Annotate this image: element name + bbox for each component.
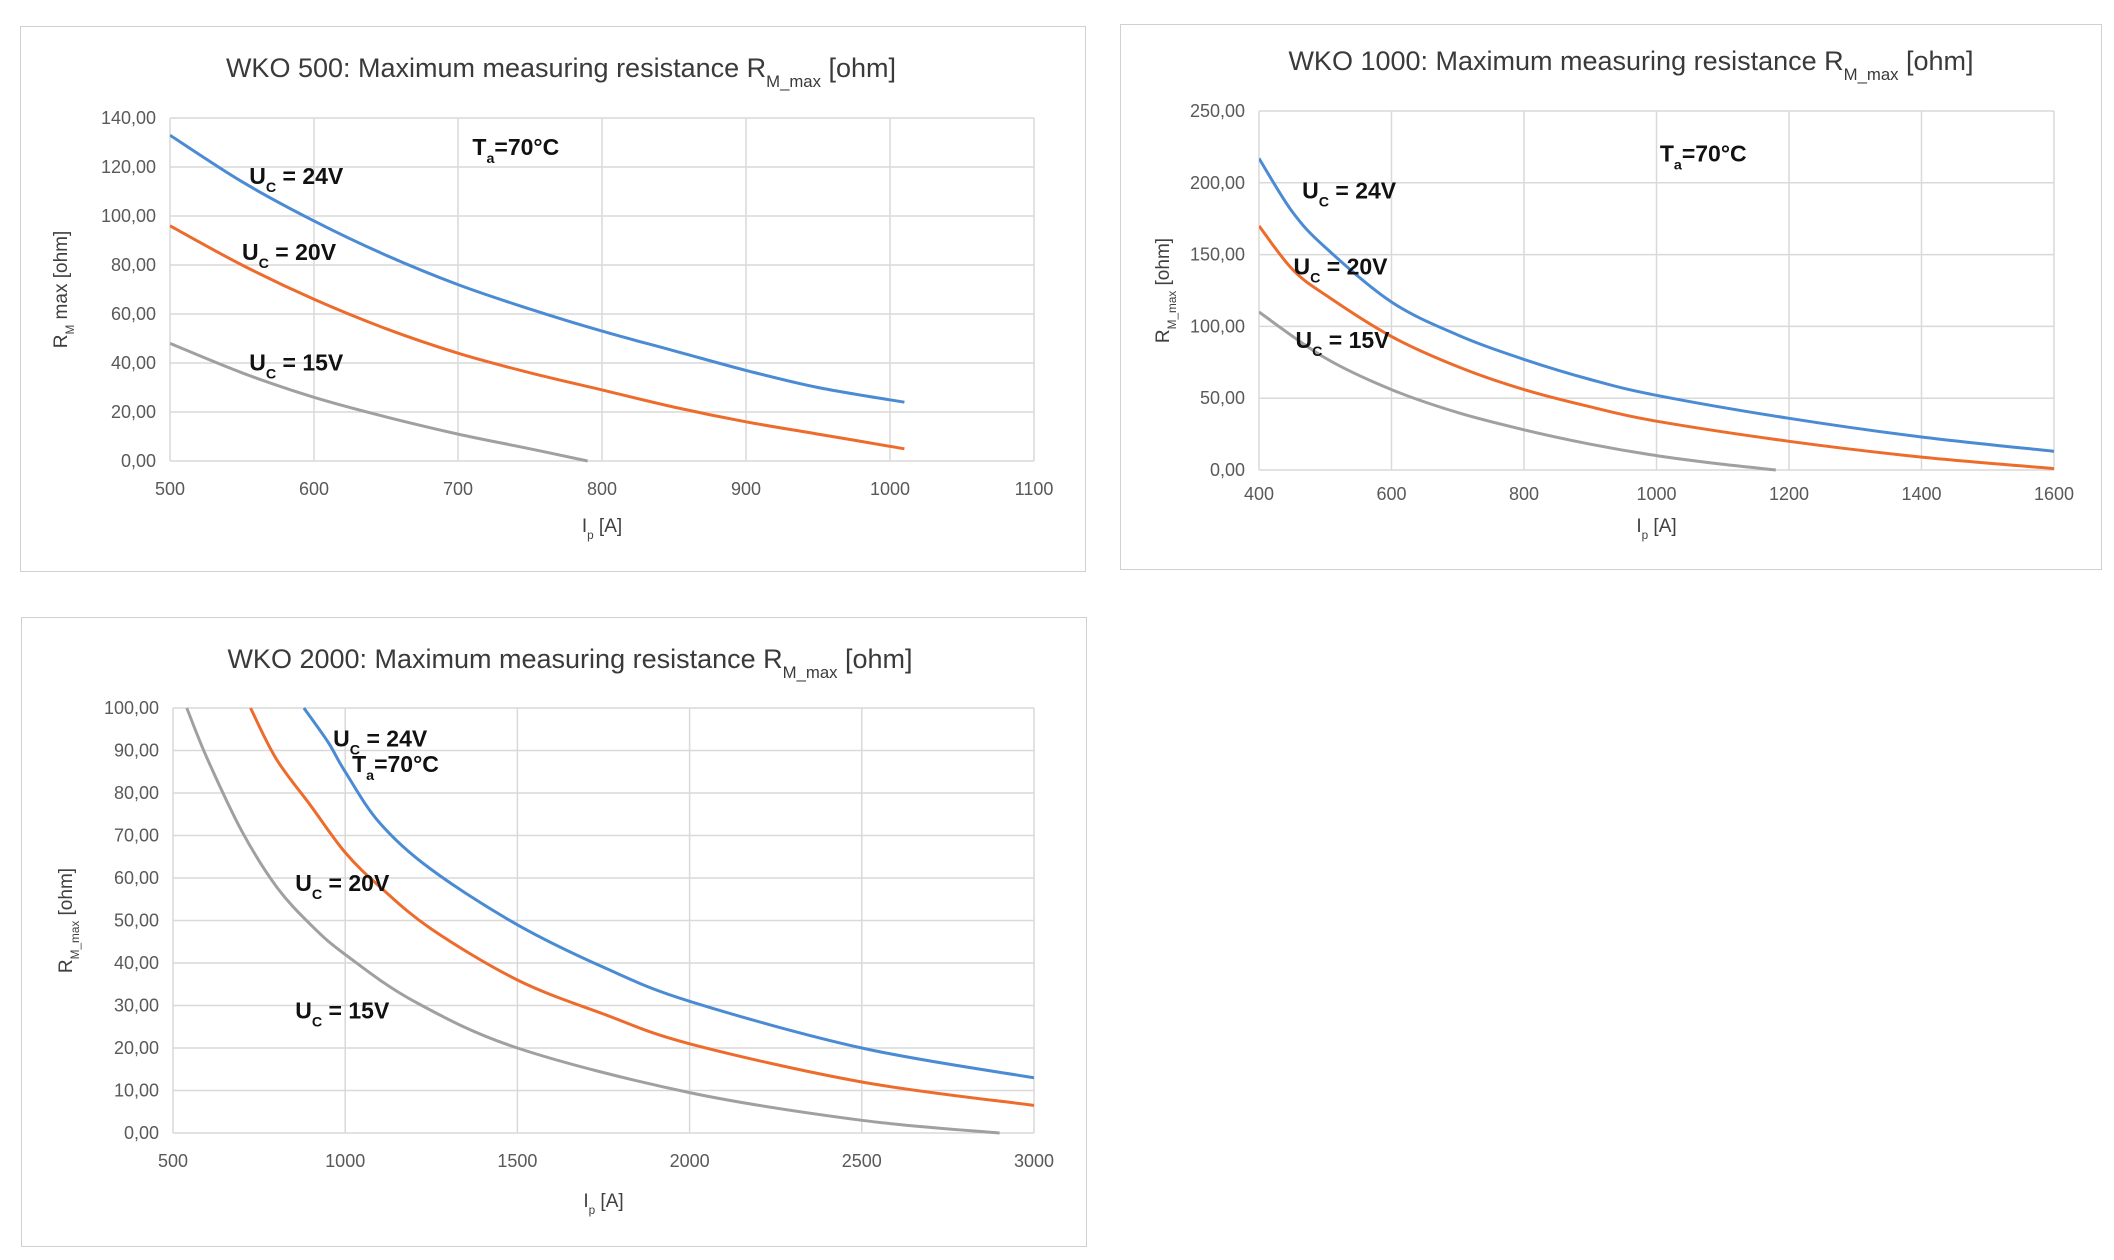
x-tick-label: 2000 <box>670 1151 710 1171</box>
chart-wko-500: 0,00 20,00 40,00 60,00 80,00 100,00 120,00 140,… <box>20 26 1086 572</box>
chart-title: WKO 2000: Maximum measuring resistance R… <box>227 644 912 682</box>
x-axis-title: Ip [A] <box>583 1191 623 1217</box>
annotation-label: UC = 15V <box>249 349 344 382</box>
y-tick-label: 120,00 <box>101 157 156 177</box>
x-axis-title: Ip [A] <box>582 516 622 542</box>
y-tick-label: 150,00 <box>1190 245 1245 265</box>
y-tick-label: 140,00 <box>101 108 156 128</box>
x-tick-label: 700 <box>443 479 473 499</box>
x-tick-label: 900 <box>731 479 761 499</box>
x-tick-label: 1600 <box>2034 484 2074 504</box>
y-tick-label: 100,00 <box>1190 316 1245 336</box>
series-line-blue <box>1259 157 2054 453</box>
y-axis-title: RM_max [ohm] <box>1153 238 1179 343</box>
annotation-label: Ta=70°C <box>1660 140 1747 173</box>
x-tick-label: 500 <box>158 1151 188 1171</box>
chart-wko-1000-svg: 0,00 50,00 100,00 150,00 200,00 250,00 400 600 8… <box>1153 46 2074 542</box>
y-tick-label: 250,00 <box>1190 101 1245 121</box>
y-tick-label: 60,00 <box>114 868 159 888</box>
series-line-orange <box>249 707 1034 1107</box>
y-tick-label: 0,00 <box>124 1123 159 1143</box>
x-tick-label: 1500 <box>497 1151 537 1171</box>
annotation-label: UC = 20V <box>1293 254 1388 287</box>
y-axis-title: RM max [ohm] <box>51 231 77 349</box>
y-tick-label: 50,00 <box>114 911 159 931</box>
y-tick-label: 10,00 <box>114 1081 159 1101</box>
chart-title: WKO 500: Maximum measuring resistance RM… <box>226 53 896 91</box>
y-tick-label: 60,00 <box>111 304 156 324</box>
annotation-label: UC = 15V <box>295 997 390 1030</box>
x-tick-label: 1200 <box>1769 484 1809 504</box>
y-tick-label: 0,00 <box>121 451 156 471</box>
chart-wko-2000-svg: 0,00 10,00 20,00 30,00 40,00 50,00 60,00 70,00 8… <box>56 644 1054 1217</box>
x-axis-title: Ip [A] <box>1636 516 1676 542</box>
series-line-gray <box>1259 310 1776 472</box>
y-tick-label: 100,00 <box>101 206 156 226</box>
chart-wko-1000: 0,00 50,00 100,00 150,00 200,00 250,00 400 600 8… <box>1120 24 2102 570</box>
annotation-label: Ta=70°C <box>472 134 559 167</box>
chart-wko-2000: 0,00 10,00 20,00 30,00 40,00 50,00 60,00 70,00 8… <box>21 617 1087 1247</box>
y-tick-label: 90,00 <box>114 741 159 761</box>
y-tick-label: 70,00 <box>114 826 159 846</box>
annotation-label: UC = 24V <box>249 163 344 196</box>
series-line-blue <box>170 133 905 404</box>
y-tick-label: 30,00 <box>114 996 159 1016</box>
series-line-gray <box>185 707 1000 1135</box>
y-tick-label: 80,00 <box>111 255 156 275</box>
y-tick-label: 40,00 <box>111 353 156 373</box>
y-tick-label: 40,00 <box>114 953 159 973</box>
x-tick-label: 1100 <box>1015 479 1054 499</box>
x-tick-label: 500 <box>155 479 185 499</box>
x-tick-label: 1400 <box>1901 484 1941 504</box>
annotation-label: Ta=70°C <box>352 751 439 784</box>
series-line-orange <box>1259 224 2054 471</box>
x-tick-label: 1000 <box>1636 484 1676 504</box>
x-tick-label: 1000 <box>325 1151 365 1171</box>
x-tick-label: 600 <box>299 479 329 499</box>
series-line-orange <box>170 224 905 451</box>
chart-title: WKO 1000: Maximum measuring resistance R… <box>1288 46 1973 84</box>
series-line-gray <box>170 342 588 463</box>
annotation-label: UC = 24V <box>1302 178 1397 211</box>
x-tick-label: 3000 <box>1014 1151 1054 1171</box>
y-tick-label: 20,00 <box>111 402 156 422</box>
annotation-label: UC = 20V <box>242 239 337 272</box>
y-tick-label: 100,00 <box>104 698 159 718</box>
x-tick-label: 400 <box>1244 484 1274 504</box>
annotation-label: UC = 20V <box>295 870 390 903</box>
x-tick-label: 1000 <box>870 479 910 499</box>
y-tick-label: 20,00 <box>114 1038 159 1058</box>
x-tick-label: 800 <box>1509 484 1539 504</box>
y-tick-label: 0,00 <box>1210 460 1245 480</box>
y-axis-title: RM_max [ohm] <box>56 868 82 973</box>
x-tick-label: 2500 <box>842 1151 882 1171</box>
y-tick-label: 80,00 <box>114 783 159 803</box>
annotation-label: UC = 24V <box>333 725 428 758</box>
chart-wko-500-svg: 0,00 20,00 40,00 60,00 80,00 100,00 120,00 140,… <box>51 53 1054 542</box>
y-tick-label: 200,00 <box>1190 173 1245 193</box>
y-tick-label: 50,00 <box>1200 388 1245 408</box>
x-tick-label: 800 <box>587 479 617 499</box>
x-tick-label: 600 <box>1376 484 1406 504</box>
annotation-label: UC = 15V <box>1295 327 1390 360</box>
series-line-blue <box>302 707 1034 1080</box>
